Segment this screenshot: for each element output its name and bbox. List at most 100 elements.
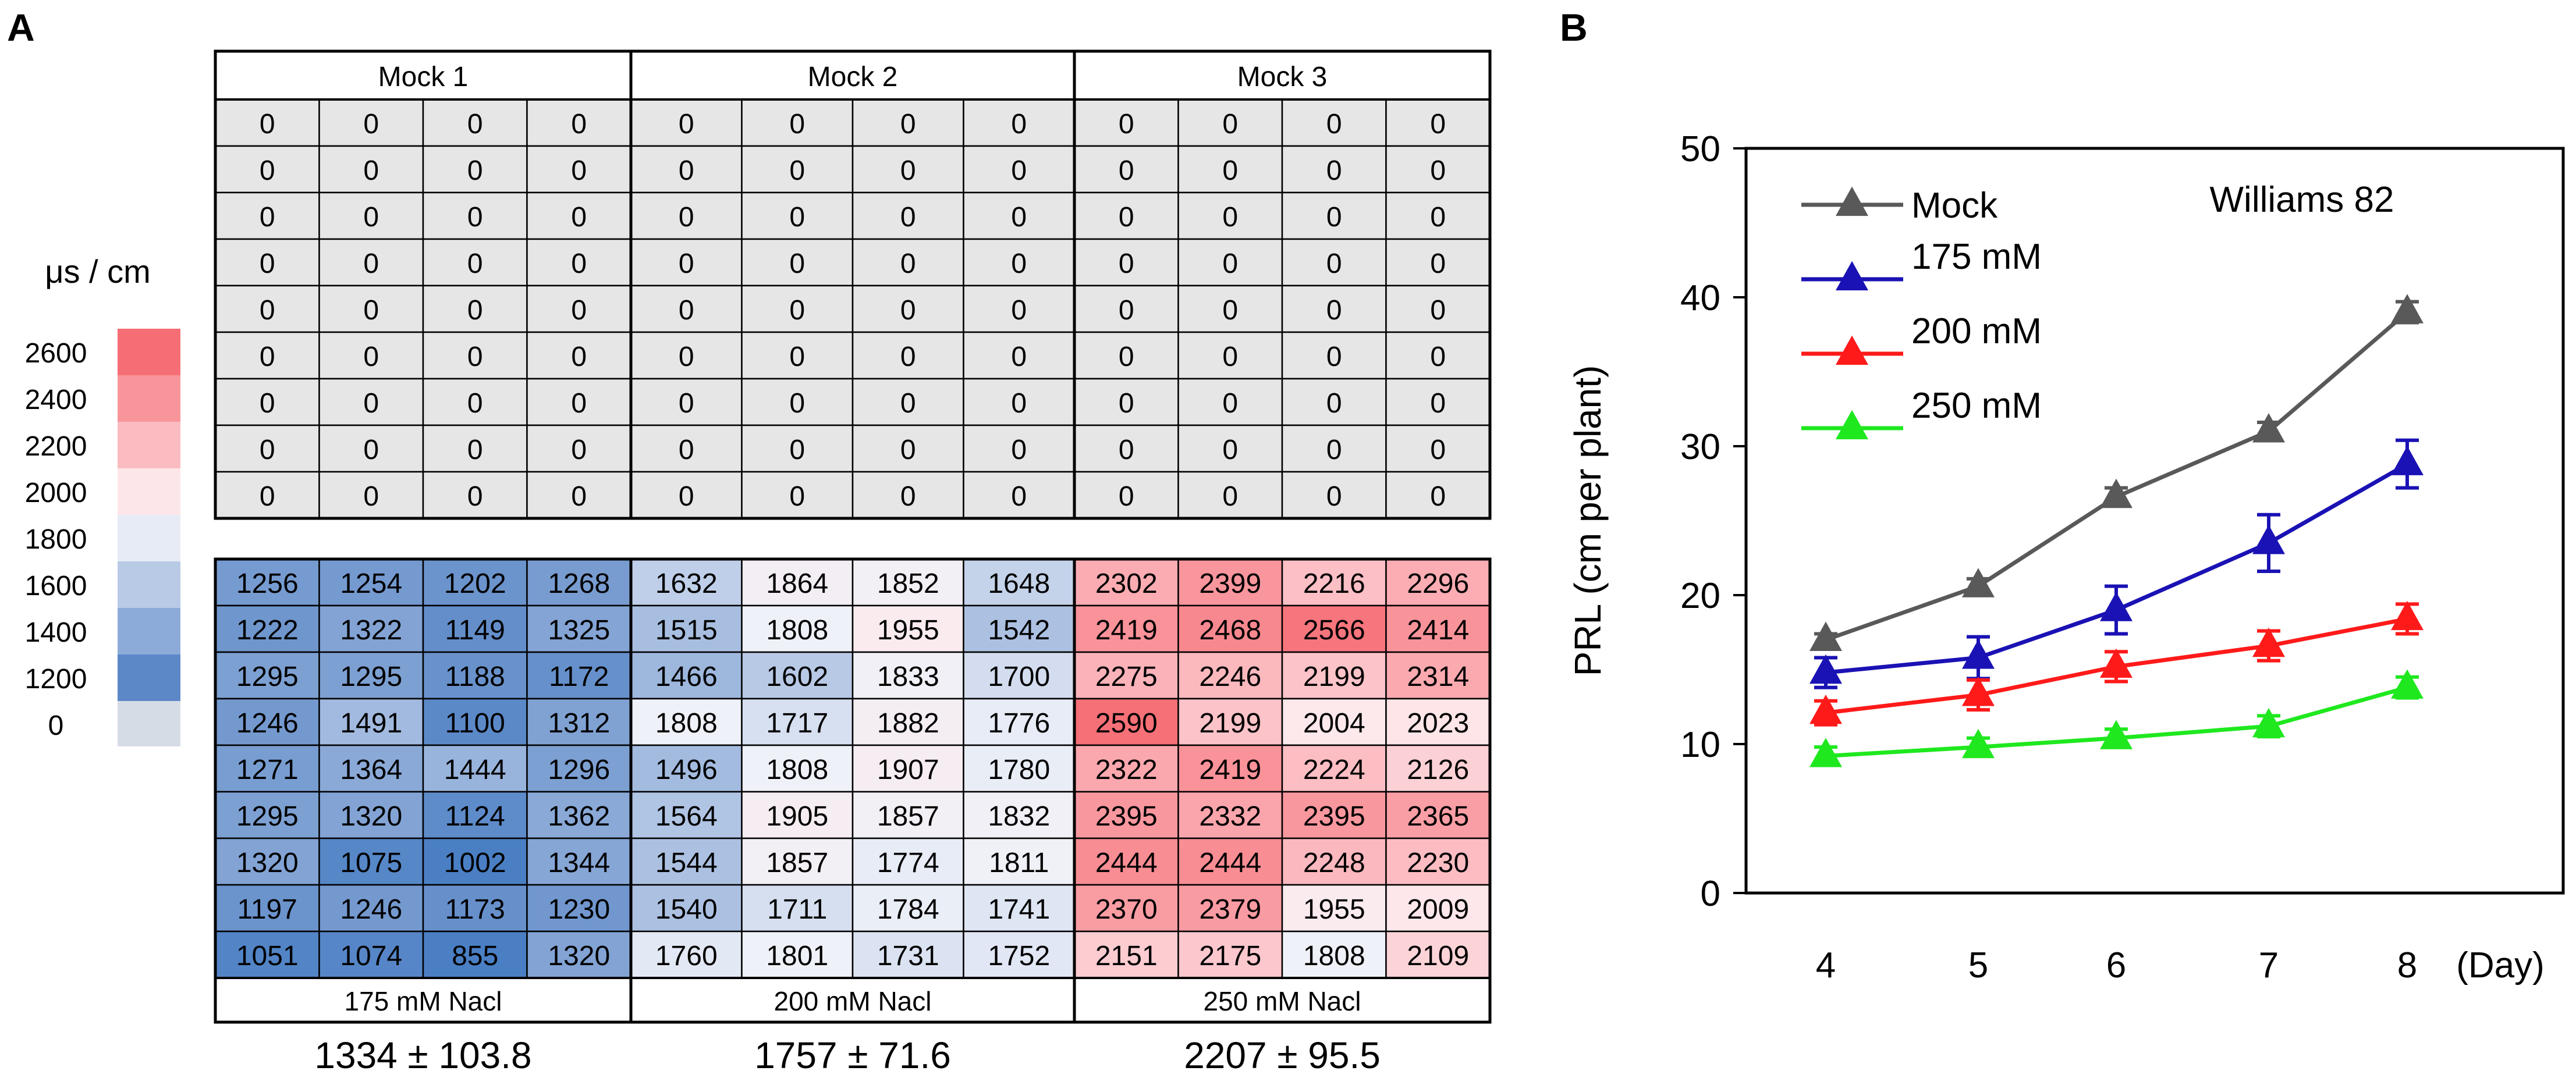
heatmap-cell (630, 284, 743, 333)
cell-value: 2230 (1407, 848, 1469, 878)
cell-value: 0 (679, 341, 694, 372)
plot-area-frame (1744, 147, 2565, 895)
cell-value: 0 (900, 155, 916, 186)
panel-label-a: A (7, 6, 35, 49)
cell-value: 0 (1011, 295, 1027, 326)
heatmap-cell (214, 930, 320, 979)
cell-value: 0 (1326, 481, 1342, 512)
heatmap-cell (1385, 744, 1491, 793)
heatmap-cell (1385, 471, 1491, 520)
data-point-marker (2252, 413, 2285, 443)
cell-value: 0 (1119, 202, 1134, 233)
cell-value: 0 (1222, 202, 1238, 233)
group-summary: 2207 ± 95.5 (1184, 1034, 1381, 1076)
cell-value: 1833 (877, 661, 939, 692)
cell-value: 0 (363, 295, 379, 326)
cell-value: 0 (1011, 481, 1027, 512)
heatmap-cell (422, 558, 528, 607)
cell-value: 0 (571, 295, 587, 326)
heatmap-cell (214, 378, 320, 426)
x-axis-unit-label: (Day) (2456, 945, 2545, 986)
cell-value: 2296 (1407, 568, 1469, 599)
cell-value: 0 (900, 248, 916, 279)
heatmap-cell (1385, 378, 1491, 426)
cell-value: 2468 (1199, 615, 1261, 646)
cell-value: 1322 (340, 615, 402, 646)
cell-value: 1296 (548, 755, 610, 785)
cell-value: 0 (789, 481, 805, 512)
legend-tick-label: 1600 (25, 571, 87, 602)
cell-value: 1254 (340, 568, 402, 599)
cell-value: 0 (900, 341, 916, 372)
heatmap-cell (1281, 651, 1387, 700)
cell-value: 0 (571, 109, 587, 140)
cell-value: 0 (789, 341, 805, 372)
cell-value: 0 (679, 155, 694, 186)
cell-value: 1149 (445, 615, 505, 646)
cell-value: 1271 (236, 755, 299, 785)
cell-value: 0 (363, 388, 379, 419)
cell-value: 0 (1326, 388, 1342, 419)
heatmap-cell (1385, 145, 1491, 194)
heatmap-cell (526, 698, 632, 746)
legend-entry-label: Mock (1911, 186, 1998, 226)
heatmap-cell (963, 651, 1076, 700)
heatmap-cell (963, 98, 1076, 147)
cell-value: 1002 (444, 848, 506, 878)
heatmap-cell (851, 471, 964, 520)
heatmap-cell (963, 191, 1076, 240)
data-point-marker (1809, 654, 1842, 684)
heatmap-cell (851, 238, 964, 287)
data-point-marker (2391, 600, 2424, 631)
cell-value: 0 (679, 435, 694, 465)
cell-value: 1124 (445, 801, 505, 832)
heatmap-cell (963, 424, 1076, 473)
heatmap-grid: Mock 1 0 0 0 0 0 0 0 0 0 0 0 0 0 0 0 0 0 0 0 0 0 0 0 0 0 0 0 0 0 0 0 0 0 0… (214, 49, 1492, 1076)
legend-tick-label: 2000 (25, 478, 87, 508)
cell-value: 1717 (766, 708, 828, 739)
cell-value: 1864 (766, 568, 828, 599)
heatmap-cell (526, 884, 632, 933)
y-tick-label: 0 (1701, 874, 1720, 914)
mock-block-frame (214, 49, 1492, 520)
cell-value: 2444 (1095, 848, 1158, 878)
heatmap-cell (318, 791, 424, 839)
cell-value: 2419 (1199, 755, 1261, 785)
cell-value: 2246 (1199, 661, 1261, 692)
data-point-marker (1809, 738, 1842, 767)
cell-value: 0 (1119, 295, 1134, 326)
cell-value: 0 (679, 248, 694, 279)
cell-value: 1051 (236, 941, 299, 972)
data-point-marker (1962, 728, 1995, 759)
chart-annotation: Williams 82 (2210, 180, 2394, 220)
heatmap-cell (741, 145, 854, 194)
cell-value: 2399 (1199, 568, 1261, 599)
legend-swatch (118, 608, 180, 654)
mock-group-header: Mock 2 (808, 62, 898, 92)
cell-value: 0 (467, 155, 483, 186)
cell-value: 1246 (236, 708, 299, 739)
cell-value: 0 (1326, 202, 1342, 233)
panel-label-b: B (1560, 6, 1588, 49)
heatmap-cell (963, 837, 1076, 886)
cell-value: 1832 (988, 801, 1050, 832)
cell-value: 0 (1430, 435, 1446, 465)
cell-value: 0 (260, 109, 275, 140)
cell-value: 0 (1222, 388, 1238, 419)
heatmap-cell (741, 378, 854, 426)
heatmap-cell (1177, 191, 1283, 240)
data-point-marker (2391, 294, 2424, 323)
legend-swatch (118, 701, 180, 746)
heatmap-cell (422, 191, 528, 240)
cell-value: 2566 (1303, 615, 1365, 646)
cell-value: 1295 (236, 661, 299, 692)
heatmap-cell (1073, 651, 1179, 700)
cell-value: 0 (467, 295, 483, 326)
cell-value: 2302 (1095, 568, 1158, 599)
cell-value: 1230 (548, 894, 610, 925)
heatmap-cell (318, 884, 424, 933)
heatmap-cell (318, 471, 424, 520)
heatmap-cell (1281, 837, 1387, 886)
cell-value: 2419 (1095, 615, 1158, 646)
cell-value: 1700 (988, 661, 1050, 692)
